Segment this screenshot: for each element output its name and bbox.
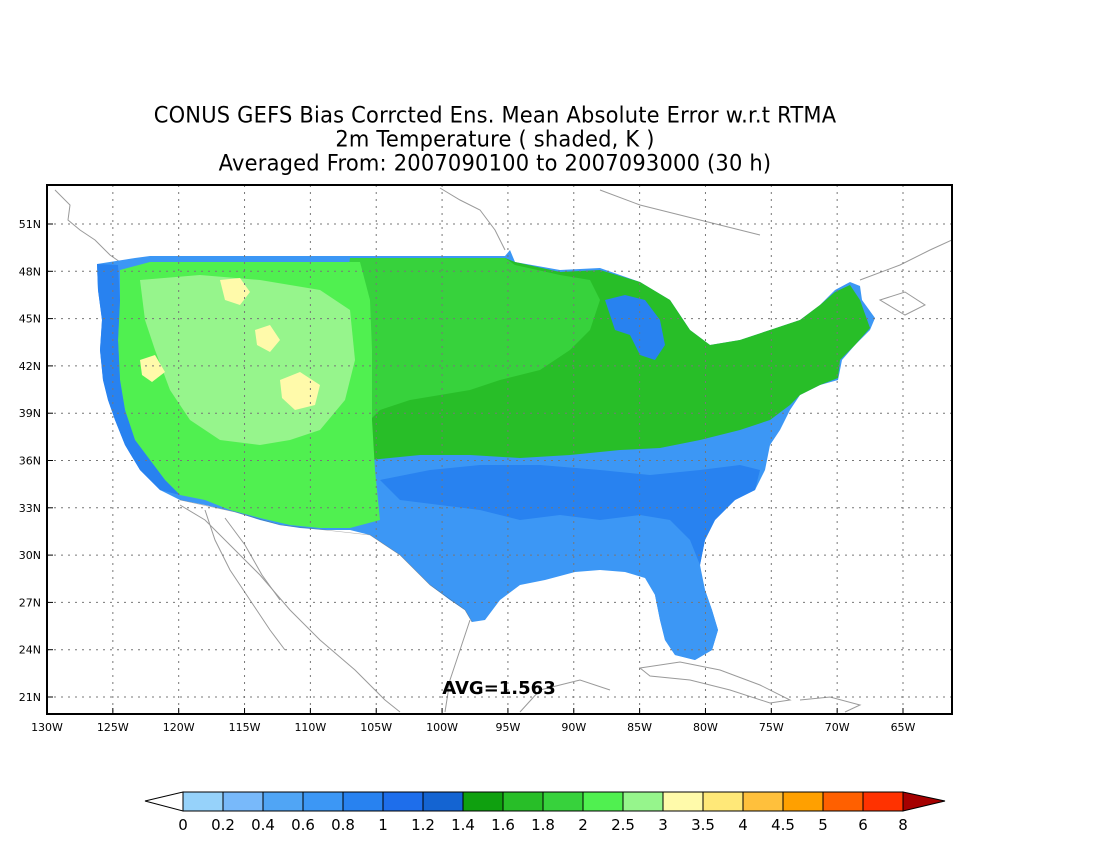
colorbar-box (422, 791, 464, 812)
latitude-labels: 51N 48N 45N 42N 39N 36N 33N 30N 27N 24N 21N (19, 218, 53, 704)
colorbar-label: 5 (818, 816, 828, 834)
hudson-area (439, 187, 506, 251)
colorbar-label: 1.2 (411, 816, 435, 834)
colorbar-box (182, 791, 224, 812)
colorbar-box (462, 791, 504, 812)
colorbar-box (382, 791, 424, 812)
colorbar-label: 1 (378, 816, 388, 834)
lat-tick-label: 21N (19, 691, 41, 704)
cuba-outline (638, 661, 792, 704)
lat-tick-label: 30N (19, 549, 41, 562)
lat-tick-label: 51N (19, 218, 41, 231)
lon-tick-label: 100W (426, 721, 458, 734)
mexico-gulf-coast (444, 619, 471, 713)
colorbar-label: 0.4 (251, 816, 275, 834)
colorbar-box (622, 791, 664, 812)
lon-tick-label: 85W (627, 721, 652, 734)
colorbar-box (702, 791, 744, 812)
colorbar: 0 0.2 0.4 0.6 0.8 1 1.2 1.4 1.6 1.8 2 2.5 3 3.5 4 4.5 5 6… (144, 791, 946, 834)
colorbar-box (342, 791, 384, 812)
lon-tick-label: 105W (360, 721, 392, 734)
lon-tick-label: 125W (97, 721, 129, 734)
colorbar-label: 2 (578, 816, 588, 834)
colorbar-boxes (182, 791, 904, 812)
map-frame (46, 184, 953, 715)
colorbar-label: 2.5 (611, 816, 635, 834)
canada-east-coast (859, 239, 952, 281)
colorbar-label: 4 (738, 816, 748, 834)
lat-tick-label: 24N (19, 644, 41, 657)
colorbar-box (582, 791, 624, 812)
colorbar-box (502, 791, 544, 812)
yucatan-coast (519, 679, 611, 713)
gulf-of-california (224, 517, 281, 601)
pacific-coast-canada (54, 189, 121, 263)
region-west-hot-1 (220, 278, 250, 305)
triangle-right-icon (902, 791, 946, 812)
colorbar-box (542, 791, 584, 812)
lon-tick-label: 110W (294, 721, 326, 734)
colorbar-label: 0.6 (291, 816, 315, 834)
title-line-1: CONUS GEFS Bias Corrcted Ens. Mean Absol… (153, 102, 837, 128)
region-west-hot-4 (140, 355, 165, 382)
us-mexico-border (179, 499, 473, 623)
lon-tick-label: 95W (495, 721, 520, 734)
region-east-coast (380, 465, 760, 565)
lat-tick-label: 42N (19, 360, 41, 373)
colorbar-label: 1.8 (531, 816, 555, 834)
colorbar-label: 0 (178, 816, 188, 834)
mexico-pacific-coast (179, 504, 401, 713)
region-florida (655, 565, 718, 660)
colorbar-label: 1.6 (491, 816, 515, 834)
coastlines (54, 187, 952, 713)
region-plains-north (345, 258, 600, 430)
lon-tick-label: 90W (561, 721, 586, 734)
lon-tick-label: 80W (693, 721, 718, 734)
lat-tick-label: 33N (19, 502, 41, 515)
state-lines (179, 499, 473, 623)
region-great-lakes (605, 295, 665, 360)
lon-tick-label: 70W (825, 721, 850, 734)
title-line-3: Averaged From: 2007090100 to 2007093000 … (218, 150, 772, 176)
lon-tick-label: 115W (229, 721, 261, 734)
avg-label: AVG=1.563 (442, 678, 555, 699)
region-west-hot-3 (255, 325, 280, 352)
lat-tick-label: 39N (19, 407, 41, 420)
colorbar-label: 1.4 (451, 816, 475, 834)
colorbar-label: 8 (898, 816, 908, 834)
colorbar-box (262, 791, 304, 812)
lat-tick-label: 45N (19, 313, 41, 326)
lon-tick-label: 75W (759, 721, 784, 734)
colorbar-box (822, 791, 864, 812)
lon-tick-label: 65W (891, 721, 916, 734)
region-west-coast (97, 264, 180, 495)
lat-tick-label: 48N (19, 265, 41, 278)
title-line-2: 2m Temperature ( shaded, K ) (335, 126, 655, 152)
longitude-labels: 130W 125W 120W 115W 110W 105W 100W 95W 90W 85W 80W… (31, 708, 916, 734)
colorbar-box (742, 791, 784, 812)
lon-tick-label: 130W (31, 721, 63, 734)
lat-tick-label: 36N (19, 455, 41, 468)
conus-field (97, 250, 875, 660)
colorbar-label: 0.2 (211, 816, 235, 834)
canada-interior (599, 189, 761, 236)
colorbar-box (782, 791, 824, 812)
colorbar-box (662, 791, 704, 812)
nova-scotia (878, 291, 927, 316)
triangle-left-icon (144, 791, 184, 812)
colorbar-label: 3.5 (691, 816, 715, 834)
colorbar-label: 0.8 (331, 816, 355, 834)
colorbar-box (862, 791, 904, 812)
colorbar-label: 6 (858, 816, 868, 834)
hispaniola-outline (799, 696, 862, 713)
colorbar-label: 3 (658, 816, 668, 834)
lon-tick-label: 120W (163, 721, 195, 734)
colorbar-box (302, 791, 344, 812)
lat-tick-label: 27N (19, 596, 41, 609)
colorbar-label: 4.5 (771, 816, 795, 834)
colorbar-box (222, 791, 264, 812)
baja-coast (204, 509, 286, 651)
colorbar-labels: 0 0.2 0.4 0.6 0.8 1 1.2 1.4 1.6 1.8 2 2.5 3 3.5 4 4.5 5 6… (178, 816, 908, 834)
